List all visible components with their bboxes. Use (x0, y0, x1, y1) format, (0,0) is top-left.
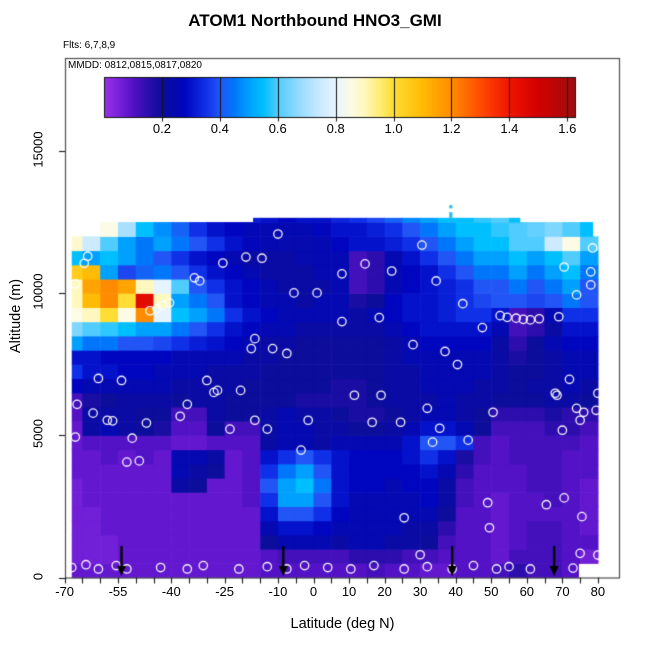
chart-title: ATOM1 Northbound HNO3_GMI (188, 11, 442, 30)
mmdd-annotation: MMDD: 0812,0815,0817,0820 (68, 60, 202, 71)
x-tick-label: 70 (555, 584, 570, 599)
colorbar-tick-label: 0.6 (268, 121, 287, 136)
y-tick-label: 15000 (30, 131, 46, 168)
y-axis-label: Altitude (m) (8, 278, 24, 354)
colorbar-tick-label: 0.2 (152, 121, 171, 136)
x-tick-label: 50 (484, 584, 499, 599)
x-tick-label: 40 (448, 584, 463, 599)
x-tick-label: -55 (108, 584, 128, 599)
x-tick-label: 20 (377, 584, 392, 599)
colorbar-tick-label: 0.4 (210, 121, 229, 136)
x-tick-label: -25 (215, 584, 235, 599)
x-tick-label: -10 (268, 584, 288, 599)
x-axis-label: Latitude (deg N) (290, 616, 395, 632)
y-tick-label: 10000 (30, 273, 46, 310)
colorbar-tick-label: 0.8 (326, 121, 345, 136)
colorbar-tick-label: 1.4 (500, 121, 519, 136)
colorbar-tick-label: 1.0 (384, 121, 403, 136)
x-tick-label: 60 (519, 584, 535, 599)
colorbar-tick-label: 1.2 (442, 121, 461, 136)
colorbar-tick-label: 1.6 (558, 121, 577, 136)
x-tick-label: -40 (161, 584, 181, 599)
x-tick-label: 30 (412, 584, 428, 599)
x-tick-label: 0 (309, 584, 318, 599)
y-tick-label: 5000 (30, 419, 46, 449)
x-tick-label: -70 (55, 584, 75, 599)
x-tick-label: 10 (341, 584, 357, 599)
y-tick-label: 0 (30, 572, 46, 580)
x-tick-label: 80 (590, 584, 606, 599)
flights-annotation: Flts: 6,7,8,9 (63, 40, 116, 51)
